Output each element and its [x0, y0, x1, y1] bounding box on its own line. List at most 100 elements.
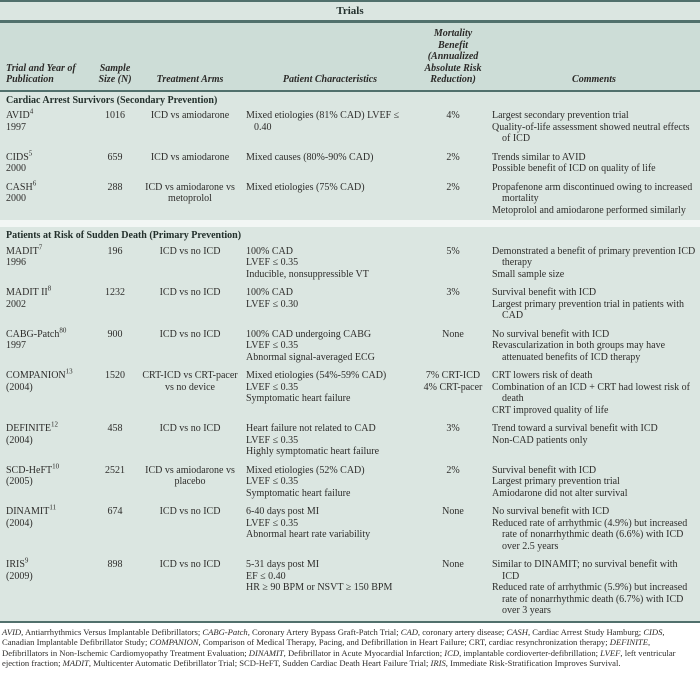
characteristic-line: Highly symptomatic heart failure [246, 446, 380, 457]
mortality-benefit-cell: None [418, 503, 488, 556]
characteristic-line: LVEF ≤ 0.35 [246, 257, 299, 268]
comments-cell: Trends similar to AVID Possible benefit o… [488, 149, 700, 179]
table-row: COMPANION13 (2004) 1520 CRT-ICD vs CRT-pace… [0, 367, 700, 420]
trial-name: AVID4 [6, 107, 88, 122]
table-row: DINAMIT11 (2004) 674 ICD vs no ICD 6-40 days… [0, 503, 700, 556]
characteristic-line: LVEF ≤ 0.35 [246, 476, 299, 487]
col-header-trial: Trial and Year of Publication [0, 23, 92, 92]
trial-year: 2000 [6, 163, 26, 174]
benefit-line: 2% [446, 151, 460, 163]
footnote-abbr: CAD [400, 626, 418, 637]
treatment-arms-cell: ICD vs no ICD [159, 506, 221, 517]
benefit-line: None [442, 506, 464, 517]
trial-name: SCD-HeFT10 [6, 463, 88, 477]
characteristic-line: Abnormal heart rate variability [246, 529, 371, 540]
trial-name-text: CASH [6, 181, 33, 193]
sample-size-cell: 288 [107, 181, 123, 193]
benefit-line: 4% [446, 110, 460, 121]
trial-year: (2005) [6, 476, 33, 487]
comment-line: Trend toward a survival benefit with ICD [492, 423, 658, 434]
footnote-text: , coronary artery disease; [417, 626, 507, 637]
characteristic-line: LVEF ≤ 0.35 [246, 340, 299, 351]
sample-size-cell: 659 [107, 151, 123, 163]
comment-line: Amiodarone did not alter survival [492, 487, 628, 499]
treatment-arms-cell: ICD vs amiodarone vs placebo [145, 464, 235, 488]
trial-year: (2009) [6, 570, 33, 582]
footnote-abbr: DEFINITE [609, 637, 648, 648]
treatment-arms-cell: ICD vs amiodarone [150, 151, 230, 163]
treatment-arms-cell: ICD vs no ICD [159, 328, 221, 340]
characteristic-line: Abnormal signal-averaged ECG [246, 351, 375, 363]
comment-line: Non-CAD patients only [492, 434, 588, 446]
characteristic-line: 100% CAD [246, 287, 293, 298]
footnote-text: , Coronary Artery Bypass Graft-Patch Tri… [247, 626, 401, 637]
treatment-arms-cell: ICD vs amiodarone [150, 110, 230, 121]
footnote-abbr: COMPANION [149, 637, 199, 648]
comment-line: Small sample size [492, 268, 565, 280]
footnote-abbr: CABG-Patch [202, 626, 248, 637]
mortality-benefit-cell: 2% [418, 149, 488, 179]
treatment-arms-cell: ICD vs amiodarone vs metoprolol [145, 181, 235, 205]
trial-name-text: CIDS [6, 151, 29, 163]
comment-line: Quality-of-life assessment showed neutra… [492, 121, 690, 145]
table-row: IRIS9 (2009) 898 ICD vs no ICD 5-31 days pos… [0, 556, 700, 621]
comment-line: No survival benefit with ICD [492, 328, 610, 340]
table-row: MADIT II8 2002 1232 ICD vs no ICD 100% CAD LV… [0, 284, 700, 326]
footnote-text: , Comparison of Medical Therapy, Pacing,… [198, 637, 610, 648]
benefit-line: None [442, 328, 464, 340]
mortality-benefit-cell: 2% [418, 462, 488, 504]
col-header-comments: Comments [488, 23, 700, 92]
trial-name: DEFINITE12 [6, 421, 88, 435]
col-header-characteristics: Patient Characteristics [242, 23, 418, 92]
footnote-text: , Cardiac Arrest Study Hamburg; [527, 626, 644, 637]
table-row: CIDS5 2000 659 ICD vs amiodarone Mixed cause… [0, 149, 700, 179]
trial-name: CASH6 [6, 180, 88, 194]
characteristic-line: LVEF ≤ 0.35 [246, 434, 299, 446]
characteristic-line: 100% CAD undergoing CABG [246, 328, 372, 340]
table-row: SCD-HeFT10 (2005) 2521 ICD vs amiodarone vs… [0, 462, 700, 504]
trial-cell: MADIT II8 2002 [0, 284, 92, 326]
footnote-text: , implantable cordioverter-defibrillatio… [459, 647, 601, 658]
treatment-arms-cell: ICD vs no ICD [159, 287, 221, 298]
comment-line: Trends similar to AVID [492, 151, 586, 163]
benefit-line: 2% [446, 181, 460, 193]
characteristic-line: Mixed etiologies (81% CAD) LVEF ≤ 0.40 [246, 110, 400, 133]
patient-characteristics-cell: Mixed etiologies (81% CAD) LVEF ≤ 0.40 [242, 107, 418, 149]
benefit-line: None [442, 559, 464, 570]
table-caption: Trials [0, 2, 700, 23]
patient-characteristics-cell: 6-40 days post MI LVEF ≤ 0.35 Abnormal hea… [242, 503, 418, 556]
patient-characteristics-cell: Mixed etiologies (54%-59% CAD) LVEF ≤ 0.3… [242, 367, 418, 420]
treatment-arms-cell: ICD vs no ICD [159, 559, 221, 570]
section-header-row: Cardiac Arrest Survivors (Secondary Prev… [0, 91, 700, 108]
treatment-arms-cell: ICD vs no ICD [159, 423, 221, 434]
patient-characteristics-cell: 100% CAD undergoing CABG LVEF ≤ 0.35 Abnor… [242, 326, 418, 368]
section-gap-cell [0, 220, 700, 227]
comment-line: Largest secondary prevention trial [492, 110, 629, 121]
comments-cell: Largest secondary prevention trial Qualit… [488, 107, 700, 149]
mortality-benefit-cell: 5% [418, 243, 488, 285]
footnote-abbr: AVID [2, 626, 22, 637]
characteristic-line: 5-31 days post MI [246, 559, 320, 570]
patient-characteristics-cell: 100% CAD LVEF ≤ 0.30 [242, 284, 418, 326]
comments-cell: Survival benefit with ICD Largest primary… [488, 284, 700, 326]
sample-size-cell: 458 [107, 423, 123, 434]
comment-line: Combination of an ICD + CRT had lowest r… [492, 381, 690, 405]
comment-line: CRT lowers risk of death [492, 370, 593, 381]
benefit-line: 2% [446, 464, 460, 476]
comments-cell: No survival benefit with ICD Revasculariz… [488, 326, 700, 368]
sample-size-cell: 196 [107, 245, 123, 257]
characteristic-line: Symptomatic heart failure [246, 487, 351, 499]
trial-year: 2000 [6, 193, 26, 204]
trial-name-text: MADIT [6, 245, 39, 257]
comment-line: CRT improved quality of life [492, 404, 609, 416]
comment-line: Possible benefit of ICD on quality of li… [492, 163, 656, 174]
footnote-text: , Immediate Risk-Stratification Improves… [445, 658, 621, 669]
footnote-abbr: ICD [444, 647, 460, 658]
trial-ref: 4 [29, 107, 34, 116]
trial-ref: 11 [49, 503, 57, 512]
col-header-sample-size: Sample Size (N) [92, 23, 138, 92]
trial-name-text: IRIS [6, 559, 25, 570]
table-row: MADIT7 1996 196 ICD vs no ICD 100% CAD LVEF ≤… [0, 243, 700, 285]
benefit-line: 3% [446, 423, 460, 434]
trial-name: CIDS5 [6, 150, 88, 164]
